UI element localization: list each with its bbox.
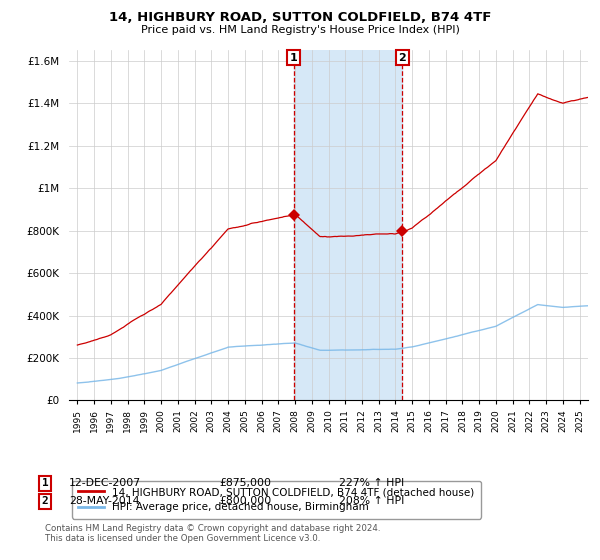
Text: £800,000: £800,000: [219, 496, 271, 506]
Text: 12-DEC-2007: 12-DEC-2007: [69, 478, 141, 488]
Text: 28-MAY-2014: 28-MAY-2014: [69, 496, 139, 506]
Text: £875,000: £875,000: [219, 478, 271, 488]
Bar: [293, 50, 403, 400]
Text: 1: 1: [290, 53, 298, 63]
Text: 2: 2: [398, 53, 406, 63]
Text: 208% ↑ HPI: 208% ↑ HPI: [339, 496, 404, 506]
Text: Contains HM Land Registry data © Crown copyright and database right 2024.
This d: Contains HM Land Registry data © Crown c…: [45, 524, 380, 543]
Text: 14, HIGHBURY ROAD, SUTTON COLDFIELD, B74 4TF: 14, HIGHBURY ROAD, SUTTON COLDFIELD, B74…: [109, 11, 491, 24]
Text: 1: 1: [41, 478, 49, 488]
Text: 2: 2: [41, 496, 49, 506]
Legend: 14, HIGHBURY ROAD, SUTTON COLDFIELD, B74 4TF (detached house), HPI: Average pric: 14, HIGHBURY ROAD, SUTTON COLDFIELD, B74…: [71, 481, 481, 519]
Text: 227% ↑ HPI: 227% ↑ HPI: [339, 478, 404, 488]
Text: Price paid vs. HM Land Registry's House Price Index (HPI): Price paid vs. HM Land Registry's House …: [140, 25, 460, 35]
